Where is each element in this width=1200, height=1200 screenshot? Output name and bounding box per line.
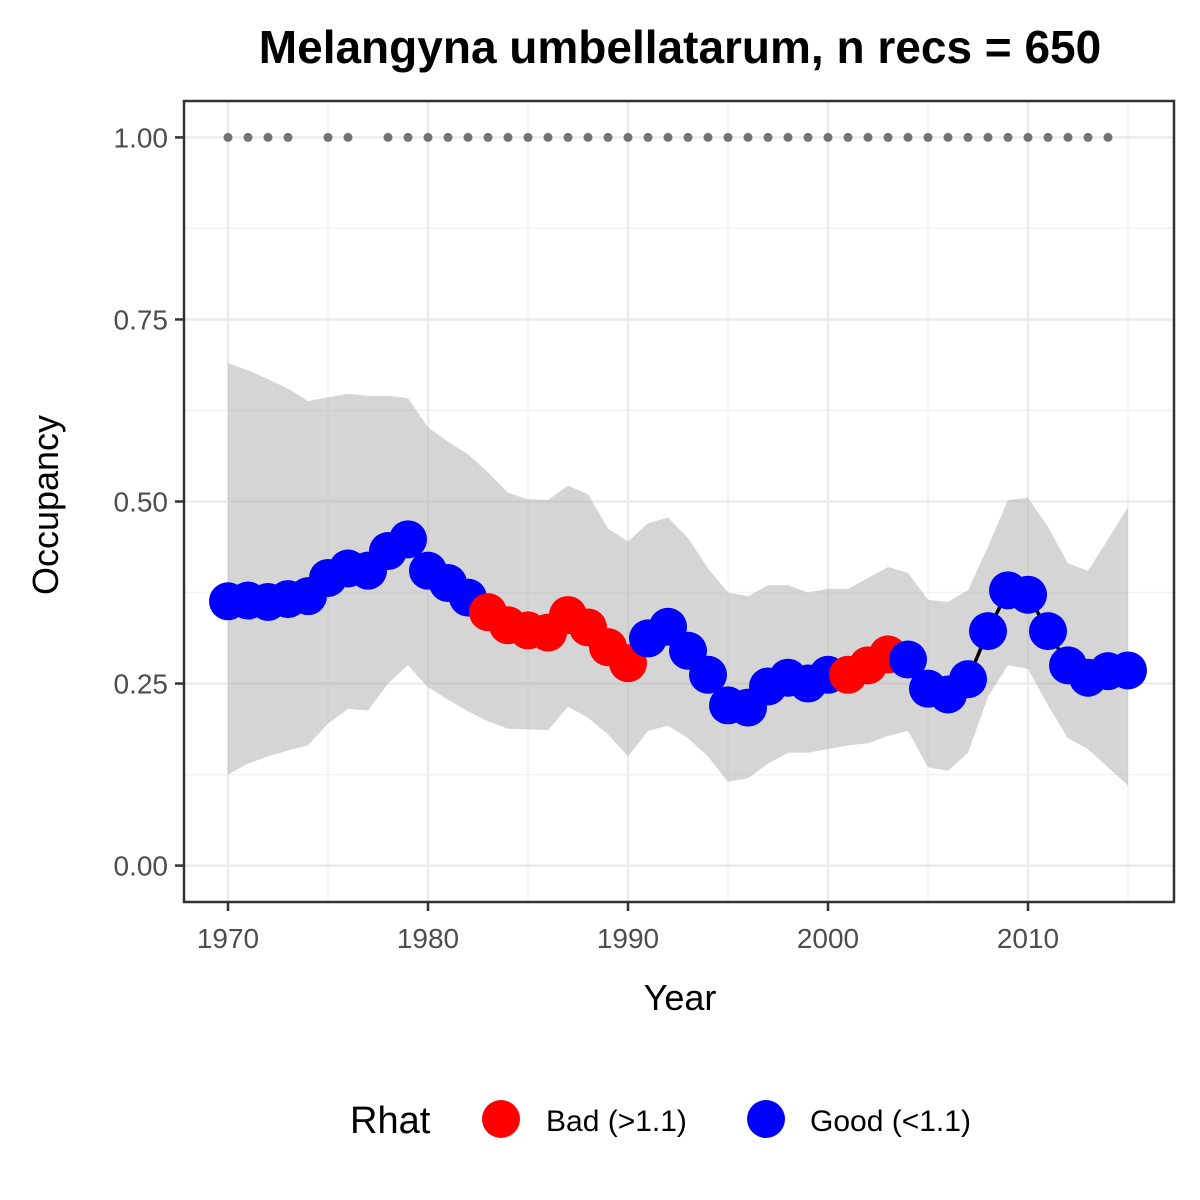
record-marker xyxy=(543,132,553,142)
record-marker xyxy=(323,132,333,142)
chart-title: Melangyna umbellatarum, n recs = 650 xyxy=(259,21,1101,73)
legend: Rhat Bad (>1.1) Good (<1.1) xyxy=(350,1100,971,1142)
record-marker xyxy=(963,132,973,142)
record-marker xyxy=(403,132,413,142)
occupancy-point xyxy=(949,660,987,699)
credible-interval-area xyxy=(228,363,1128,786)
record-marker xyxy=(1063,132,1073,142)
occupancy-points xyxy=(209,520,1147,727)
record-marker xyxy=(643,132,653,142)
record-marker xyxy=(723,132,733,142)
record-marker xyxy=(223,132,233,142)
record-marker xyxy=(243,132,253,142)
legend-label-good: Good (<1.1) xyxy=(810,1105,971,1138)
record-marker xyxy=(883,132,893,142)
record-marker xyxy=(263,132,273,142)
y-tick-label: 0.25 xyxy=(114,669,169,700)
y-axis: 0.00 0.25 0.50 0.75 1.00 xyxy=(114,122,184,882)
record-marker xyxy=(1043,132,1053,142)
x-axis-title: Year xyxy=(644,977,717,1018)
legend-label-bad: Bad (>1.1) xyxy=(546,1105,687,1138)
legend-swatch-good xyxy=(747,1100,785,1138)
record-marker xyxy=(1003,132,1013,142)
occupancy-point xyxy=(889,640,927,679)
record-marker xyxy=(1023,132,1033,142)
x-tick-label: 1990 xyxy=(597,923,659,954)
y-tick-label: 0.50 xyxy=(114,487,169,518)
record-marker xyxy=(343,132,353,142)
record-marker xyxy=(923,132,933,142)
record-marker xyxy=(683,132,693,142)
record-marker xyxy=(623,132,633,142)
record-marker xyxy=(743,132,753,142)
legend-title: Rhat xyxy=(350,1100,431,1142)
x-tick-label: 1970 xyxy=(197,923,259,954)
record-marker xyxy=(823,132,833,142)
record-marker xyxy=(383,132,393,142)
x-axis: 1970 1980 1990 2000 2010 xyxy=(197,902,1059,954)
record-markers xyxy=(223,132,1113,142)
record-marker xyxy=(1083,132,1093,142)
y-tick-label: 0.75 xyxy=(114,304,169,335)
record-marker xyxy=(783,132,793,142)
record-marker xyxy=(523,132,533,142)
y-tick-label: 1.00 xyxy=(114,122,169,153)
record-marker xyxy=(463,132,473,142)
occupancy-point xyxy=(1029,612,1067,651)
x-tick-label: 1980 xyxy=(397,923,459,954)
record-marker xyxy=(283,132,293,142)
record-marker xyxy=(603,132,613,142)
occupancy-point xyxy=(389,520,427,559)
record-marker xyxy=(483,132,493,142)
record-marker xyxy=(843,132,853,142)
x-tick-label: 2000 xyxy=(797,923,859,954)
occupancy-point xyxy=(1109,651,1147,690)
record-marker xyxy=(1103,132,1113,142)
record-marker xyxy=(943,132,953,142)
record-marker xyxy=(443,132,453,142)
occupancy-point xyxy=(969,612,1007,651)
record-marker xyxy=(423,132,433,142)
record-marker xyxy=(703,132,713,142)
y-tick-label: 0.00 xyxy=(114,851,169,882)
record-marker xyxy=(563,132,573,142)
record-marker xyxy=(903,132,913,142)
record-marker xyxy=(863,132,873,142)
credible-interval-ribbon xyxy=(228,363,1128,786)
legend-swatch-bad xyxy=(482,1100,520,1138)
record-marker xyxy=(663,132,673,142)
record-marker xyxy=(983,132,993,142)
record-marker xyxy=(803,132,813,142)
y-axis-title: Occupancy xyxy=(25,415,66,595)
record-marker xyxy=(763,132,773,142)
x-tick-label: 2010 xyxy=(997,923,1059,954)
record-marker xyxy=(583,132,593,142)
record-marker xyxy=(503,132,513,142)
occupancy-point xyxy=(689,655,727,694)
occupancy-point xyxy=(1009,575,1047,614)
